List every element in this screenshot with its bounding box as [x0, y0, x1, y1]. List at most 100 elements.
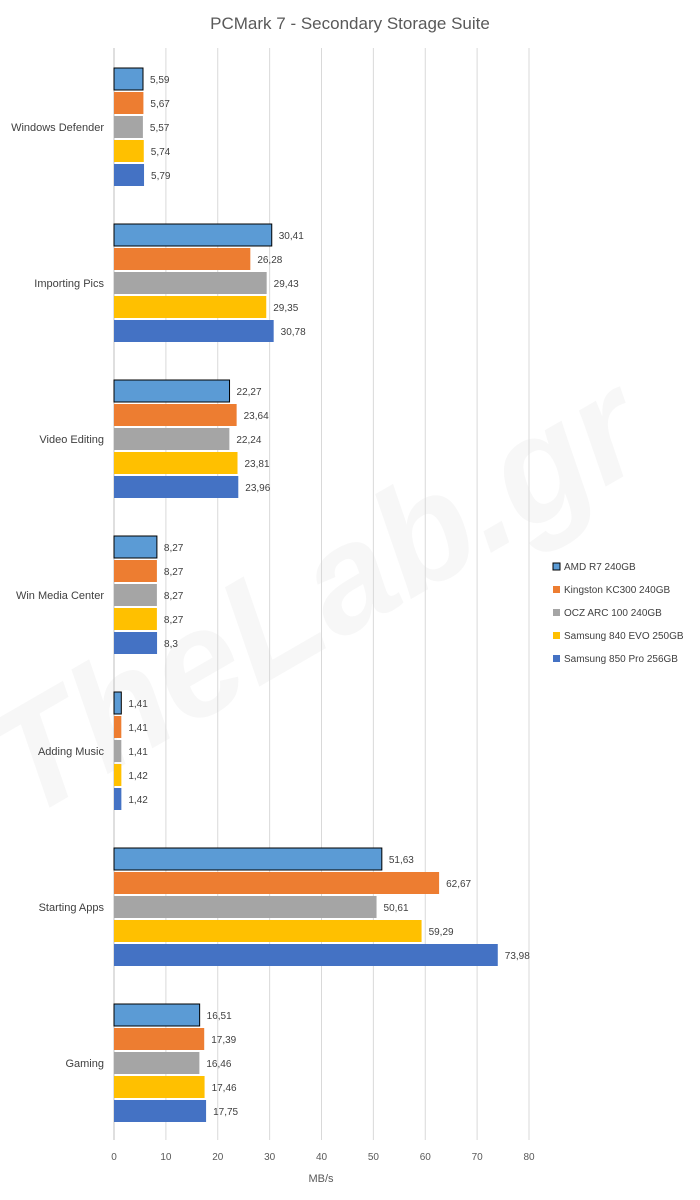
bar: [114, 764, 122, 786]
legend-label: OCZ ARC 100 240GB: [564, 608, 662, 619]
data-label: 17,46: [212, 1083, 237, 1094]
bar: [114, 428, 230, 450]
data-label: 30,41: [279, 231, 304, 242]
bar: [114, 452, 238, 474]
legend-swatch: [553, 632, 560, 639]
data-label: 5,79: [151, 171, 171, 182]
data-label: 1,41: [128, 723, 148, 734]
bar: [114, 1076, 205, 1098]
category-label: Windows Defender: [11, 122, 104, 134]
bar: [114, 740, 122, 762]
x-tick-label: 10: [160, 1152, 172, 1163]
data-label: 26,28: [257, 255, 282, 266]
bar: [113, 691, 122, 715]
data-label: 17,39: [211, 1035, 236, 1046]
category-labels: Windows Defender Importing Pics Video Edit…: [11, 122, 104, 1070]
data-label: 8,27: [164, 567, 184, 578]
bar: [114, 476, 239, 498]
data-label: 1,42: [128, 771, 148, 782]
bar: [113, 535, 158, 559]
legend-swatch: [553, 655, 560, 662]
x-tick-label: 0: [111, 1152, 117, 1163]
bar: [114, 1028, 205, 1050]
data-label: 50,61: [384, 903, 409, 914]
data-label: 23,81: [245, 459, 270, 470]
bar: [113, 1003, 201, 1027]
category-label: Importing Pics: [34, 278, 104, 290]
bar: [114, 920, 422, 942]
bar: [114, 248, 251, 270]
bar: [114, 404, 237, 426]
bar: [114, 944, 498, 966]
bar: [114, 92, 144, 114]
bar: [114, 632, 158, 654]
bar: [114, 716, 122, 738]
data-label: 17,75: [213, 1107, 238, 1118]
x-tick-label: 80: [523, 1152, 535, 1163]
bar: [113, 379, 231, 403]
bar: [114, 272, 267, 294]
bar: [114, 584, 157, 606]
bar: [114, 296, 267, 318]
category-label: Video Editing: [39, 434, 104, 446]
data-label: 8,3: [164, 639, 178, 650]
bar: [113, 223, 273, 247]
data-label: 73,98: [505, 951, 530, 962]
bar: [114, 140, 144, 162]
data-label: 29,43: [274, 279, 299, 290]
bar: [114, 320, 274, 342]
bar: [114, 608, 157, 630]
data-label: 59,29: [429, 927, 454, 938]
category-label: Gaming: [65, 1058, 104, 1070]
data-label: 16,46: [206, 1059, 231, 1070]
data-label: 1,41: [128, 747, 148, 758]
data-label: 30,78: [281, 327, 306, 338]
bar: [114, 896, 377, 918]
data-label: 23,64: [244, 411, 269, 422]
data-label: 62,67: [446, 879, 471, 890]
data-label: 8,27: [164, 615, 184, 626]
category-label: Starting Apps: [39, 902, 105, 914]
data-label: 16,51: [207, 1011, 232, 1022]
x-axis-title: MB/s: [308, 1173, 334, 1185]
legend-label: Kingston KC300 240GB: [564, 585, 671, 596]
data-label: 8,27: [164, 591, 184, 602]
x-tick-label: 20: [212, 1152, 224, 1163]
bar: [114, 164, 145, 186]
bar: [114, 116, 143, 138]
bar: [114, 560, 157, 582]
data-label: 8,27: [164, 543, 184, 554]
data-label: 51,63: [389, 855, 414, 866]
data-label: 22,24: [236, 435, 261, 446]
bar: [114, 1100, 207, 1122]
category-label: Win Media Center: [16, 590, 104, 602]
x-axis-ticks: 0 10 20 30 40 50 60 70 80: [111, 1152, 535, 1163]
data-label: 1,42: [128, 795, 148, 806]
chart-title: PCMark 7 - Secondary Storage Suite: [210, 14, 490, 33]
bar: [113, 847, 383, 871]
legend-label: Samsung 850 Pro 256GB: [564, 654, 678, 665]
data-label: 5,67: [150, 99, 170, 110]
bar: [113, 67, 144, 91]
x-tick-label: 40: [316, 1152, 328, 1163]
x-tick-label: 50: [368, 1152, 380, 1163]
data-label: 5,59: [150, 75, 170, 86]
bar: [114, 1052, 200, 1074]
x-tick-label: 60: [420, 1152, 432, 1163]
x-tick-label: 30: [264, 1152, 276, 1163]
data-label: 29,35: [273, 303, 298, 314]
data-label: 5,57: [150, 123, 170, 134]
legend-swatch: [553, 586, 560, 593]
data-label: 5,74: [151, 147, 171, 158]
legend-swatch: [552, 562, 561, 571]
x-tick-label: 70: [472, 1152, 484, 1163]
legend: AMD R7 240GB Kingston KC300 240GB OCZ ARC …: [552, 562, 684, 665]
legend-label: AMD R7 240GB: [564, 562, 636, 573]
data-label: 22,27: [237, 387, 262, 398]
data-label: 23,96: [245, 483, 270, 494]
data-label: 1,41: [128, 699, 148, 710]
legend-swatch: [553, 609, 560, 616]
bar: [114, 788, 122, 810]
legend-label: Samsung 840 EVO 250GB: [564, 631, 684, 642]
category-label: Adding Music: [38, 746, 105, 758]
